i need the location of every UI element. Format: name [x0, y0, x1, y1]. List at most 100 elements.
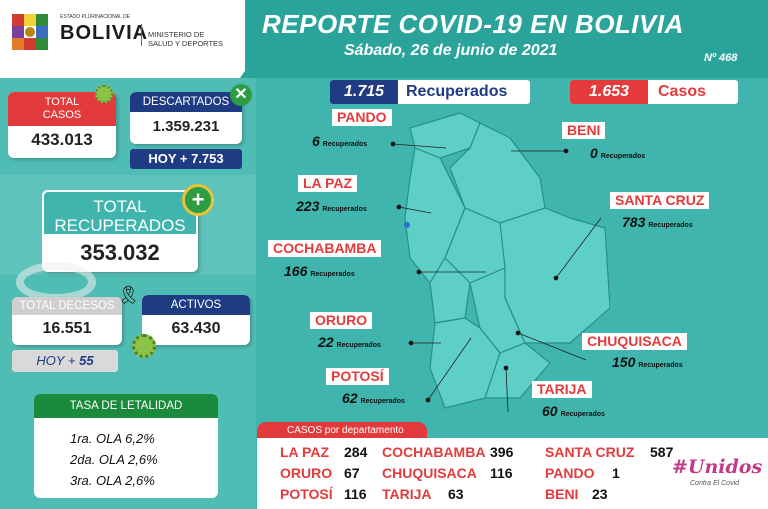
- casos-pando-name: PANDO: [545, 465, 595, 481]
- virus-icon-2: [132, 334, 156, 358]
- rec-santacruz: 783 Recuperados: [622, 214, 693, 230]
- rec-tarija-word: Recuperados: [560, 411, 605, 418]
- rec-chuquisaca-value: 150: [612, 354, 636, 370]
- rec-beni-word: Recuperados: [600, 153, 646, 160]
- hoy-decesos-prefix: HOY +: [36, 353, 76, 368]
- label-cochabamba: COCHABAMBA: [268, 240, 382, 257]
- activos-value: 63.430: [171, 320, 221, 337]
- rec-cochabamba-value: 166: [284, 263, 308, 279]
- escudo-icon: [12, 14, 48, 50]
- map-tarija: [484, 342, 551, 399]
- total-casos-label-1: TOTAL: [44, 96, 80, 108]
- casos-potosi-name: POTOSÍ: [280, 486, 333, 502]
- page-title: REPORTE COVID-19 EN BOLIVIA: [262, 9, 684, 39]
- plus-icon: +: [182, 184, 214, 216]
- rec-santacruz-value: 783: [622, 214, 646, 230]
- recuperados-badge: 1.715 Recuperados: [330, 80, 530, 104]
- casos-beni-value: 23: [592, 486, 608, 502]
- label-chuquisaca: CHUQUISACA: [582, 333, 687, 350]
- rec-pando-word: Recuperados: [322, 141, 368, 148]
- total-rec-label-2: RECUPERADOS: [54, 216, 186, 235]
- label-oruro: ORURO: [310, 312, 373, 329]
- rec-tarija: 60 Recuperados: [542, 403, 605, 419]
- report-number: Nº 468: [704, 52, 738, 64]
- casos-chuquisaca-name: CHUQUISACA: [382, 465, 477, 481]
- unidos-sub: Contra El Covid: [690, 480, 740, 487]
- casos-badge-num: 1.653: [570, 80, 648, 104]
- bolivia-text: BOLIVIA: [60, 22, 149, 44]
- casos-tarija-name: TARIJA: [382, 486, 432, 502]
- rec-chuquisaca: 150 Recuperados: [612, 354, 683, 370]
- decesos-head: TOTAL DECESOS: [12, 297, 122, 315]
- logo-panel: ESTADO PLURINACIONAL DE BOLIVIA MINISTER…: [0, 0, 245, 78]
- hoy-decesos-value: 55: [79, 353, 94, 368]
- rec-cochabamba: 166 Recuperados: [284, 263, 355, 279]
- descartados-card: DESCARTADOS 1.359.231: [130, 92, 242, 144]
- map-oruro: [429, 257, 471, 324]
- total-casos-label-2: CASOS: [42, 109, 82, 121]
- ola-1: 1ra. OLA 6,2%: [70, 431, 155, 446]
- label-lapaz: LA PAZ: [298, 175, 357, 192]
- label-tarija: TARIJA: [532, 381, 592, 398]
- rec-lapaz: 223 Recuperados: [296, 198, 367, 214]
- casos-beni-name: BENI: [545, 486, 579, 502]
- total-rec-label-1: TOTAL: [93, 197, 147, 216]
- leader-lines: [390, 141, 602, 413]
- rec-chuquisaca-word: Recuperados: [638, 362, 683, 369]
- label-santacruz: SANTA CRUZ: [610, 192, 710, 209]
- casos-dep-tab: CASOS por departamento: [257, 422, 427, 439]
- casos-badge: 1.653 Casos: [570, 80, 738, 104]
- decesos-card: TOTAL DECESOS 16.551: [12, 297, 122, 345]
- rec-oruro: 22 Recuperados: [318, 334, 381, 350]
- tasa-letalidad-title: TASA DE LETALIDAD: [34, 394, 218, 418]
- rec-beni: 0 Recuperados: [590, 145, 645, 161]
- casos-lapaz-name: LA PAZ: [280, 444, 329, 460]
- casos-lapaz-value: 284: [344, 444, 368, 460]
- estado-text: ESTADO PLURINACIONAL DE: [60, 14, 131, 20]
- ministerio-line-1: MINISTERIO DE: [148, 30, 205, 39]
- ministerio-text: MINISTERIO DE SALUD Y DEPORTES: [148, 30, 223, 48]
- casos-chuquisaca-value: 116: [490, 465, 513, 481]
- rec-lapaz-value: 223: [296, 198, 320, 214]
- rec-oruro-value: 22: [318, 334, 334, 350]
- casos-cochabamba-name: COCHABAMBA: [382, 444, 486, 460]
- activos-head: ACTIVOS: [142, 295, 250, 315]
- label-potosi: POTOSÍ: [326, 368, 389, 385]
- rec-pando-value: 6: [312, 133, 320, 149]
- casos-tarija-value: 63: [448, 486, 464, 502]
- recuperados-badge-num: 1.715: [330, 80, 398, 104]
- total-casos-value: 433.013: [31, 130, 93, 149]
- recuperados-badge-label: Recuperados: [406, 83, 508, 100]
- descartados-value: 1.359.231: [152, 118, 220, 135]
- label-beni: BENI: [562, 122, 606, 139]
- lake-titicaca: [404, 222, 410, 228]
- mourning-ribbon-icon: 🎗: [117, 285, 140, 305]
- ola-2: 2da. OLA 2,6%: [70, 452, 158, 467]
- hoy-descartados: HOY + 7.753: [130, 149, 242, 169]
- casos-pando-value: 1: [612, 465, 620, 481]
- rec-cochabamba-word: Recuperados: [310, 271, 355, 278]
- rec-lapaz-word: Recuperados: [322, 206, 367, 213]
- rec-tarija-value: 60: [542, 403, 558, 419]
- casos-oruro-name: ORURO: [280, 465, 333, 481]
- rings-watermark-icon: [16, 262, 96, 302]
- unidos-logo: #Unidos: [672, 456, 763, 478]
- rec-potosi: 62 Recuperados: [342, 390, 405, 406]
- ola-3: 3ra. OLA 2,6%: [70, 473, 155, 488]
- rec-pando: 6 Recuperados: [312, 133, 367, 149]
- casos-potosi-value: 116: [344, 486, 367, 502]
- rec-beni-value: 0: [590, 145, 598, 161]
- total-rec-head: TOTAL RECUPERADOS: [42, 190, 198, 236]
- total-rec-value: 353.032: [80, 240, 160, 265]
- casos-dep-area: [257, 438, 768, 509]
- activos-card: ACTIVOS 63.430: [142, 295, 250, 345]
- casos-santacruz-name: SANTA CRUZ: [545, 444, 635, 460]
- ministerio-line-2: SALUD Y DEPORTES: [148, 39, 224, 48]
- label-pando: PANDO: [332, 109, 392, 126]
- check-icon: ✕: [230, 84, 252, 106]
- rec-potosi-word: Recuperados: [360, 398, 405, 405]
- hoy-decesos: HOY + 55: [12, 350, 118, 372]
- casos-santacruz-value: 587: [650, 444, 674, 460]
- rec-oruro-word: Recuperados: [336, 342, 381, 349]
- casos-oruro-value: 67: [344, 465, 360, 481]
